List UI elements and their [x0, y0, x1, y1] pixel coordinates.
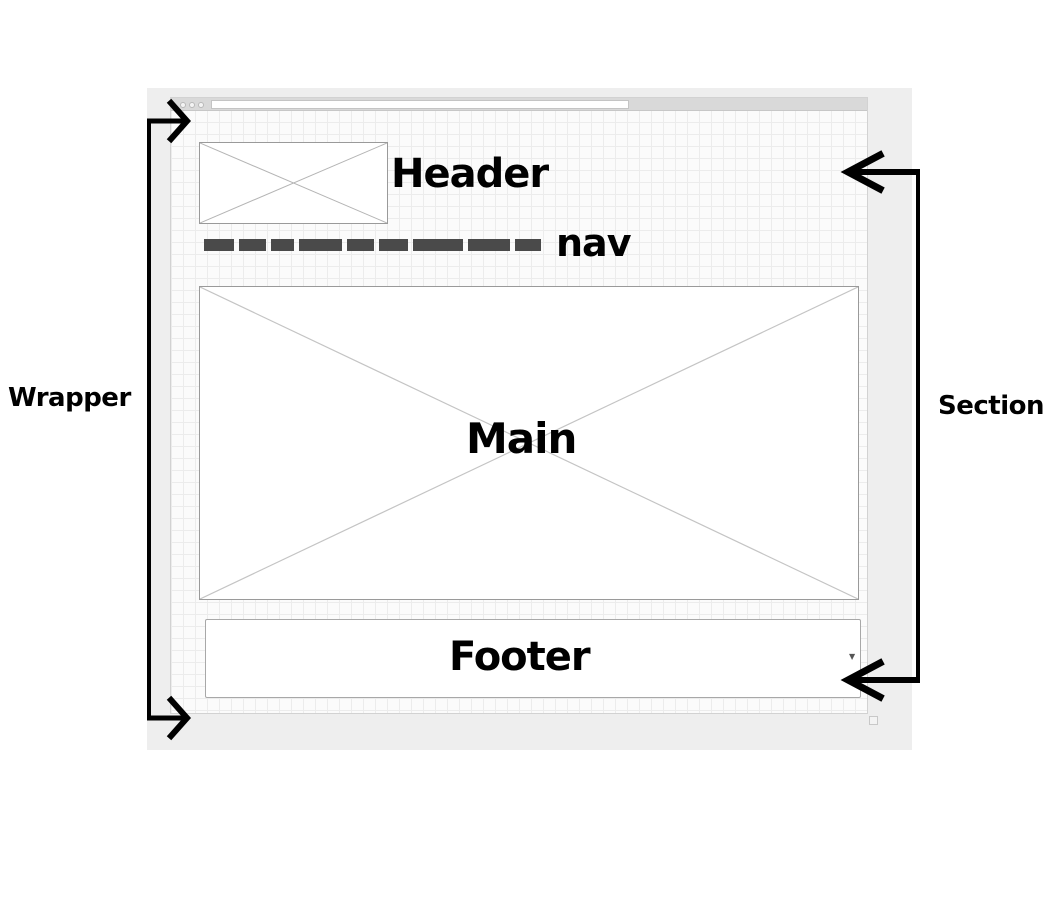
- address-bar: [211, 100, 629, 109]
- footer-label: Footer: [449, 634, 591, 680]
- nav-item: [468, 239, 510, 251]
- nav-item: [515, 239, 541, 251]
- placeholder-cross-icon: [200, 287, 858, 599]
- caret-down-icon: ▼: [849, 652, 856, 661]
- nav-item: [413, 239, 463, 251]
- section-top-arrow-icon: [840, 150, 885, 194]
- nav-item: [271, 239, 294, 251]
- window-close-dot-icon: [180, 102, 186, 108]
- window-minimize-dot-icon: [189, 102, 195, 108]
- placeholder-cross-icon: [200, 143, 387, 223]
- nav-item: [239, 239, 266, 251]
- section-bottom-arrow-icon: [840, 658, 885, 702]
- wrapper-bottom-arrow-icon: [166, 695, 192, 741]
- footer-box: [205, 619, 861, 698]
- nav-item: [379, 239, 408, 251]
- section-bracket: [847, 169, 920, 683]
- window-maximize-dot-icon: [198, 102, 204, 108]
- nav-item: [204, 239, 234, 251]
- main-label: Main: [466, 414, 577, 463]
- header-image-placeholder: [199, 142, 388, 224]
- wrapper-bracket: [147, 118, 186, 721]
- resize-grip-icon: [869, 716, 878, 725]
- nav-item: [347, 239, 374, 251]
- nav-label: nav: [556, 221, 631, 265]
- nav-item: [299, 239, 342, 251]
- header-label: Header: [391, 151, 549, 197]
- section-label: Section: [938, 391, 1044, 421]
- wrapper-label: Wrapper: [8, 383, 131, 413]
- wrapper-top-arrow-icon: [166, 98, 192, 144]
- main-image-placeholder: [199, 286, 859, 600]
